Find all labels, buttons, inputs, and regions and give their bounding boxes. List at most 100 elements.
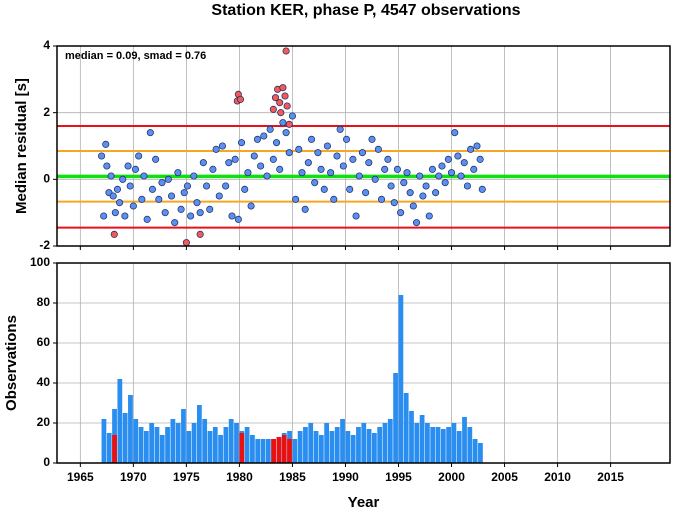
point bbox=[323, 142, 331, 150]
y-tick-label: 100 bbox=[30, 255, 50, 269]
bar bbox=[318, 435, 324, 463]
point bbox=[100, 212, 108, 220]
x-tick-label: 1990 bbox=[332, 470, 359, 484]
point bbox=[212, 145, 220, 153]
point bbox=[199, 159, 207, 167]
point bbox=[307, 135, 316, 143]
bar bbox=[419, 415, 425, 463]
point bbox=[327, 169, 335, 177]
point bbox=[444, 155, 452, 163]
point bbox=[164, 175, 172, 183]
bar bbox=[329, 431, 335, 463]
point bbox=[109, 192, 117, 200]
point bbox=[107, 172, 115, 180]
point bbox=[425, 212, 433, 220]
point bbox=[451, 129, 459, 137]
point bbox=[463, 182, 471, 190]
bar bbox=[159, 435, 165, 463]
point bbox=[447, 169, 456, 177]
x-tick-label: 1995 bbox=[385, 470, 412, 484]
bar bbox=[371, 433, 377, 463]
point bbox=[397, 209, 405, 217]
point bbox=[247, 202, 255, 210]
point bbox=[272, 139, 281, 147]
bar bbox=[117, 379, 123, 463]
bar bbox=[403, 393, 409, 463]
point bbox=[295, 145, 303, 153]
point bbox=[257, 162, 265, 170]
point bbox=[152, 155, 160, 163]
bar bbox=[234, 423, 239, 463]
bar bbox=[212, 427, 218, 463]
bar bbox=[133, 419, 139, 463]
point bbox=[432, 189, 440, 197]
bar bbox=[292, 439, 298, 463]
point bbox=[282, 129, 290, 137]
point bbox=[271, 94, 280, 102]
point bbox=[412, 219, 421, 227]
bar bbox=[350, 435, 356, 463]
y-axis-label: Observations bbox=[3, 315, 20, 411]
point bbox=[119, 175, 127, 183]
point bbox=[228, 212, 236, 220]
point bbox=[457, 172, 465, 180]
bar bbox=[191, 423, 197, 463]
bar bbox=[228, 419, 234, 463]
point bbox=[124, 162, 132, 170]
point bbox=[187, 212, 195, 220]
bar bbox=[239, 433, 245, 463]
point bbox=[177, 205, 185, 213]
point bbox=[206, 205, 214, 213]
point bbox=[365, 159, 373, 167]
point bbox=[301, 205, 309, 213]
point bbox=[234, 215, 242, 223]
point bbox=[174, 169, 182, 177]
point bbox=[304, 159, 312, 167]
point bbox=[283, 102, 291, 110]
plot-frame bbox=[56, 262, 671, 464]
point bbox=[393, 165, 401, 173]
bar bbox=[440, 429, 446, 463]
point bbox=[103, 162, 111, 170]
point bbox=[161, 209, 169, 217]
point bbox=[346, 185, 354, 193]
bar bbox=[340, 419, 345, 463]
bar bbox=[377, 427, 383, 463]
bar bbox=[387, 419, 393, 463]
point bbox=[330, 195, 338, 203]
point bbox=[478, 185, 486, 193]
bar bbox=[435, 427, 441, 463]
point bbox=[460, 159, 468, 167]
bar bbox=[356, 427, 361, 463]
point bbox=[102, 140, 110, 148]
bar bbox=[324, 423, 330, 463]
point bbox=[476, 155, 484, 163]
bar bbox=[382, 423, 388, 463]
point bbox=[231, 155, 239, 163]
bar bbox=[181, 409, 186, 463]
bar bbox=[361, 423, 367, 463]
bar bbox=[165, 427, 170, 463]
point bbox=[438, 162, 446, 170]
bar bbox=[149, 423, 155, 463]
point bbox=[336, 125, 344, 133]
point bbox=[355, 172, 363, 180]
point bbox=[390, 199, 398, 207]
x-tick-label: 2015 bbox=[597, 470, 624, 484]
bar bbox=[207, 431, 213, 463]
bar bbox=[303, 427, 308, 463]
point bbox=[111, 209, 119, 217]
bar bbox=[398, 295, 404, 463]
point bbox=[320, 185, 328, 193]
point bbox=[260, 132, 268, 140]
bar bbox=[446, 427, 451, 463]
chart-title: Station KER, phase P, 4547 observations bbox=[211, 2, 520, 19]
x-tick-label: 1985 bbox=[279, 470, 306, 484]
point bbox=[400, 179, 408, 187]
bar bbox=[478, 443, 483, 463]
point bbox=[215, 192, 223, 200]
point bbox=[158, 179, 166, 187]
bar bbox=[265, 439, 271, 463]
bar bbox=[409, 411, 414, 463]
point bbox=[381, 165, 389, 173]
